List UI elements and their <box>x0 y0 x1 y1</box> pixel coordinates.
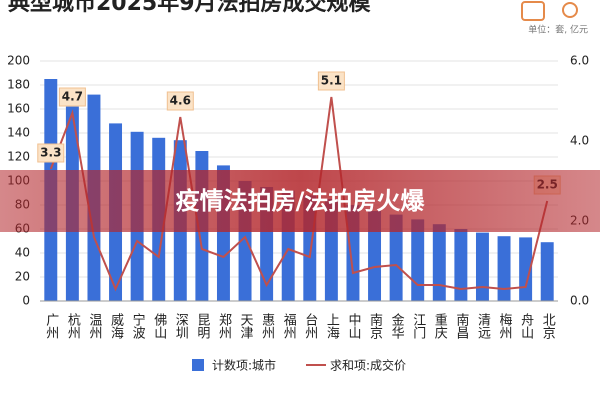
y2-tick-label: 0.0 <box>570 294 589 308</box>
y-tick-label: 40 <box>15 246 30 260</box>
x-tick-label: 南京 <box>367 312 383 339</box>
data-label: 4.6 <box>170 94 191 108</box>
x-tick-label: 清远 <box>475 313 491 340</box>
x-tick-label: 威海 <box>108 313 124 339</box>
bar <box>519 237 533 301</box>
bar <box>540 242 554 301</box>
x-tick-label: 台州 <box>302 313 318 339</box>
x-tick-label: 福州 <box>281 313 297 339</box>
x-tick-label: 江门 <box>410 313 426 339</box>
x-tick-label: 北京 <box>540 313 556 339</box>
data-label-box <box>58 87 86 107</box>
x-tick-label: 温州 <box>86 313 102 339</box>
x-tick-label: 惠州 <box>259 313 275 339</box>
y2-tick-label: 6.0 <box>570 54 589 68</box>
y-tick-label: 200 <box>7 54 30 68</box>
bar <box>454 229 468 301</box>
legend-label: 计数项:城市 <box>212 358 276 373</box>
x-tick-label: 舟山 <box>518 313 534 339</box>
x-tick-label: 深圳 <box>173 313 189 339</box>
line <box>49 96 549 292</box>
data-label: 4.7 <box>62 90 83 104</box>
data-label-box <box>317 71 345 91</box>
x-tick-label: 梅州 <box>497 313 512 339</box>
x-tick-label: 金华 <box>389 312 405 339</box>
x-tick-label: 杭州 <box>65 313 81 339</box>
bar <box>475 232 489 301</box>
x-tick-label: 昆明 <box>194 313 209 340</box>
banner <box>0 170 600 232</box>
x-tick-label: 佛山 <box>151 313 167 339</box>
x-tick-label: 天津 <box>238 313 254 339</box>
x-tick-label: 郑州 <box>216 313 232 339</box>
data-label: 3.3 <box>40 146 61 160</box>
x-tick-label: 南昌 <box>453 312 469 339</box>
x-tick-label: 重庆 <box>432 312 448 339</box>
bar <box>368 211 382 301</box>
y-tick-label: 180 <box>7 78 30 92</box>
data-label: 5.1 <box>321 74 342 88</box>
data-label-box <box>37 143 65 163</box>
bar <box>432 224 446 301</box>
bar <box>497 236 511 301</box>
y-tick-label: 20 <box>15 270 30 284</box>
x-tick-label: 广州 <box>43 313 59 339</box>
y2-tick-label: 4.0 <box>570 134 589 148</box>
bar <box>389 214 403 301</box>
y-tick-label: 140 <box>7 126 30 140</box>
banner-text: 疫情法拍房/法拍房火爆 <box>176 187 426 215</box>
data-label-box <box>166 91 194 111</box>
y-tick-label: 120 <box>7 150 30 164</box>
y-tick-label: 0 <box>22 294 30 308</box>
logo <box>521 1 578 21</box>
y-tick-label: 160 <box>7 102 30 116</box>
legend-label: 求和项:成交价 <box>330 358 406 373</box>
bar <box>411 219 425 301</box>
x-tick-label: 中山 <box>345 313 360 339</box>
x-tick-label: 上海 <box>324 313 340 339</box>
unit-note: 单位：套, 亿元 <box>528 24 588 36</box>
legend-swatch <box>192 359 204 371</box>
x-tick-label: 宁波 <box>130 312 146 339</box>
chart-title: 典型城市2025年9月法拍房成交规模 <box>8 0 372 16</box>
